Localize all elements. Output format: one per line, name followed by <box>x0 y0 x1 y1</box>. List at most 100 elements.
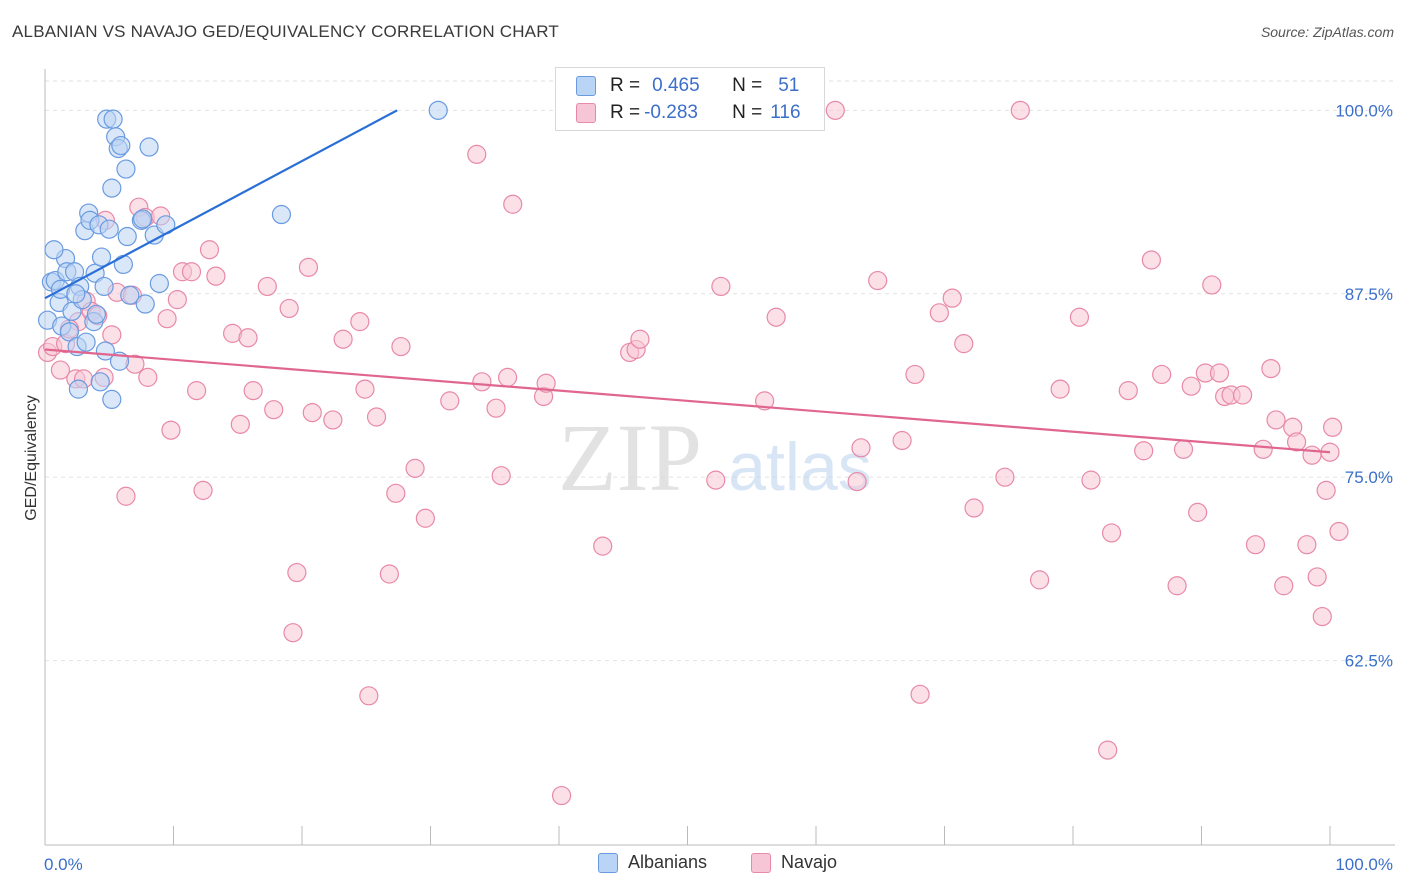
y-tick-label: 62.5% <box>1345 652 1393 671</box>
r-label: R = <box>610 102 641 123</box>
data-point-navajo <box>386 483 406 503</box>
data-point-albanians <box>133 209 153 229</box>
data-point-navajo <box>1141 250 1161 270</box>
data-point-navajo <box>333 329 353 349</box>
data-point-albanians <box>428 100 448 120</box>
data-point-navajo <box>851 438 871 458</box>
watermark: ZIP atlas <box>558 404 872 511</box>
data-point-navajo <box>766 307 786 327</box>
data-point-navajo <box>264 400 284 420</box>
data-point-navajo <box>905 364 925 385</box>
n-label: N = <box>732 75 763 96</box>
stats-row-navajo: R = -0.283 N = 116 <box>576 100 801 126</box>
data-point-navajo <box>1069 307 1090 327</box>
data-point-navajo <box>498 367 518 387</box>
x-tick-label: 100.0% <box>1335 855 1393 874</box>
legend-item-albanians[interactable]: Albanians <box>598 852 707 873</box>
data-point-navajo <box>1029 570 1050 590</box>
data-point-albanians <box>135 294 155 314</box>
data-point-navajo <box>1202 275 1222 295</box>
data-point-navajo <box>706 470 726 490</box>
data-point-albanians <box>103 109 123 129</box>
legend-label-navajo: Navajo <box>781 852 838 872</box>
data-point-navajo <box>486 398 506 418</box>
data-point-albanians <box>90 372 110 392</box>
data-point-navajo <box>551 785 572 806</box>
r-label: R = <box>610 75 641 96</box>
navajo-swatch <box>576 103 596 123</box>
data-point-navajo <box>350 312 370 332</box>
data-point-navajo <box>1312 606 1332 627</box>
legend-label-albanians: Albanians <box>628 852 708 872</box>
data-point-navajo <box>257 276 277 297</box>
data-point-navajo <box>283 623 303 643</box>
data-point-navajo <box>1209 363 1230 383</box>
data-point-navajo <box>161 420 181 440</box>
data-point-navajo <box>1307 567 1327 587</box>
data-point-navajo <box>1253 439 1273 459</box>
data-point-navajo <box>825 100 845 120</box>
data-point-navajo <box>199 240 220 260</box>
data-point-albanians <box>111 135 131 156</box>
data-point-navajo <box>1010 100 1030 120</box>
y-tick-label: 100.0% <box>1335 101 1393 120</box>
data-point-navajo <box>630 329 650 349</box>
source-credit: Source: ZipAtlas.com <box>1260 24 1394 40</box>
chart-title: ALBANIAN VS NAVAJO GED/EQUIVALENCY CORRE… <box>12 22 559 41</box>
data-point-navajo <box>847 471 867 492</box>
grid-lines <box>45 80 1395 662</box>
data-point-navajo <box>359 686 379 706</box>
data-point-navajo <box>1101 523 1122 543</box>
data-point-navajo <box>472 372 492 392</box>
data-point-navajo <box>230 414 250 434</box>
legend-swatch-albanians <box>598 852 618 873</box>
data-point-navajo <box>415 508 435 528</box>
y-axis-label: GED/Equivalency <box>23 395 40 520</box>
data-point-albanians <box>149 273 169 294</box>
data-point-albanians <box>66 284 86 304</box>
data-point-albanians <box>86 304 107 324</box>
legend-item-navajo[interactable]: Navajo <box>751 852 837 873</box>
data-point-navajo <box>50 360 71 380</box>
data-point-navajo <box>379 564 399 584</box>
watermark-zip: ZIP <box>558 404 702 511</box>
data-point-navajo <box>181 262 202 282</box>
data-point-navajo <box>1274 576 1294 596</box>
data-point-navajo <box>868 270 888 291</box>
data-point-navajo <box>754 391 775 411</box>
data-point-navajo <box>910 684 930 704</box>
data-point-navajo <box>536 373 556 393</box>
data-point-navajo <box>1286 432 1307 452</box>
data-point-albanians <box>99 219 119 239</box>
data-point-navajo <box>243 381 263 401</box>
data-point-navajo <box>1322 417 1343 437</box>
stats-row-albanians: R = 0.465 N = 51 <box>576 73 799 99</box>
trend-lines <box>44 109 1331 454</box>
data-point-navajo <box>1245 535 1266 555</box>
data-point-navajo <box>1134 441 1154 461</box>
data-point-navajo <box>187 381 207 401</box>
data-point-navajo <box>1098 740 1118 760</box>
data-point-navajo <box>323 410 343 430</box>
data-point-navajo <box>391 336 411 357</box>
data-point-navajo <box>1188 502 1208 522</box>
data-point-navajo <box>1118 381 1138 401</box>
data-point-albanians <box>102 389 122 410</box>
data-point-navajo <box>1152 364 1172 385</box>
stats-box: R = 0.465 N = 51 R = -0.283 N = 116 <box>555 67 825 131</box>
data-point-navajo <box>287 562 307 583</box>
data-point-albanians <box>44 240 64 260</box>
data-point-navajo <box>995 467 1015 487</box>
data-point-navajo <box>440 391 460 411</box>
data-point-navajo <box>1081 470 1101 490</box>
data-point-navajo <box>1181 376 1201 396</box>
y-tick-label: 87.5% <box>1345 285 1393 304</box>
data-point-navajo <box>467 144 487 164</box>
data-point-navajo <box>892 430 912 451</box>
data-point-navajo <box>954 334 974 354</box>
y-tick-label: 75.0% <box>1345 468 1393 487</box>
watermark-atlas: atlas <box>728 429 872 505</box>
x-tick-label: 0.0% <box>44 855 83 874</box>
data-point-navajo <box>1167 576 1187 596</box>
